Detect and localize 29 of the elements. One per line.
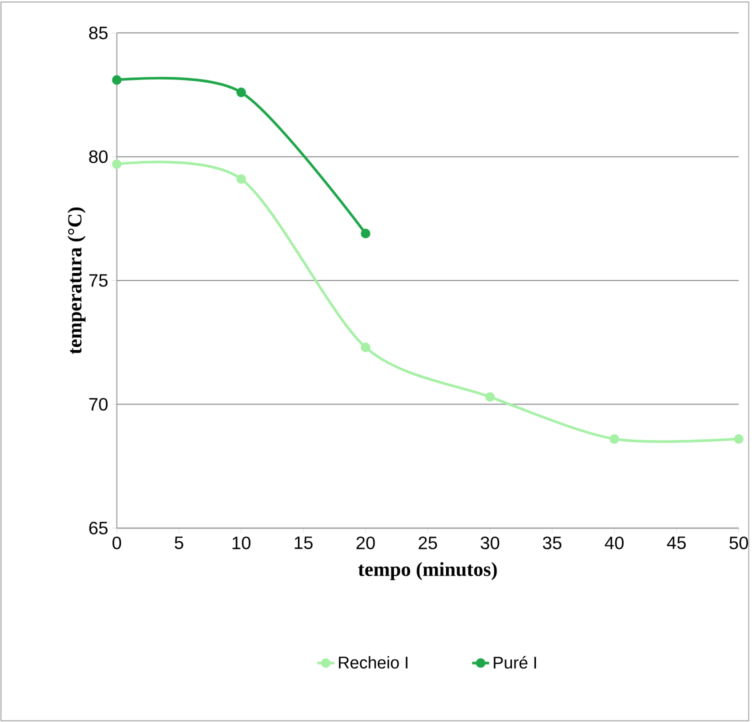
legend-label: Recheio I	[338, 656, 408, 669]
x-tick-label: 20	[356, 536, 375, 550]
point	[236, 88, 246, 98]
x-tick-label: 0	[112, 536, 122, 550]
x-tick-label: 15	[294, 536, 313, 550]
x-tick-label: 35	[542, 536, 562, 550]
point	[360, 228, 370, 238]
y-axis-title: temperatura (°C)	[68, 208, 86, 354]
point	[112, 75, 122, 85]
y-tick-label: 80	[89, 150, 108, 164]
x-tick-label: 50	[730, 536, 748, 550]
y-tick-label: 75	[89, 274, 108, 287]
x-tick-label: 45	[666, 536, 686, 550]
x-tick-label: 30	[480, 536, 500, 550]
point	[485, 392, 495, 402]
y-tick-label: 70	[89, 398, 108, 411]
legend-label: Puré I	[494, 656, 536, 669]
x-tick-label: 25	[418, 536, 437, 550]
x-tick-label: 40	[604, 536, 624, 550]
point	[734, 434, 744, 444]
x-axis-title: tempo (minutos)	[358, 562, 497, 580]
point	[360, 342, 370, 352]
point	[610, 434, 620, 444]
x-tick-label: 5	[174, 536, 184, 550]
point	[236, 174, 246, 184]
y-tick-label: 65	[89, 522, 108, 535]
y-tick-label: 85	[89, 26, 108, 40]
x-tick-label: 10	[232, 536, 250, 550]
point	[112, 159, 122, 170]
